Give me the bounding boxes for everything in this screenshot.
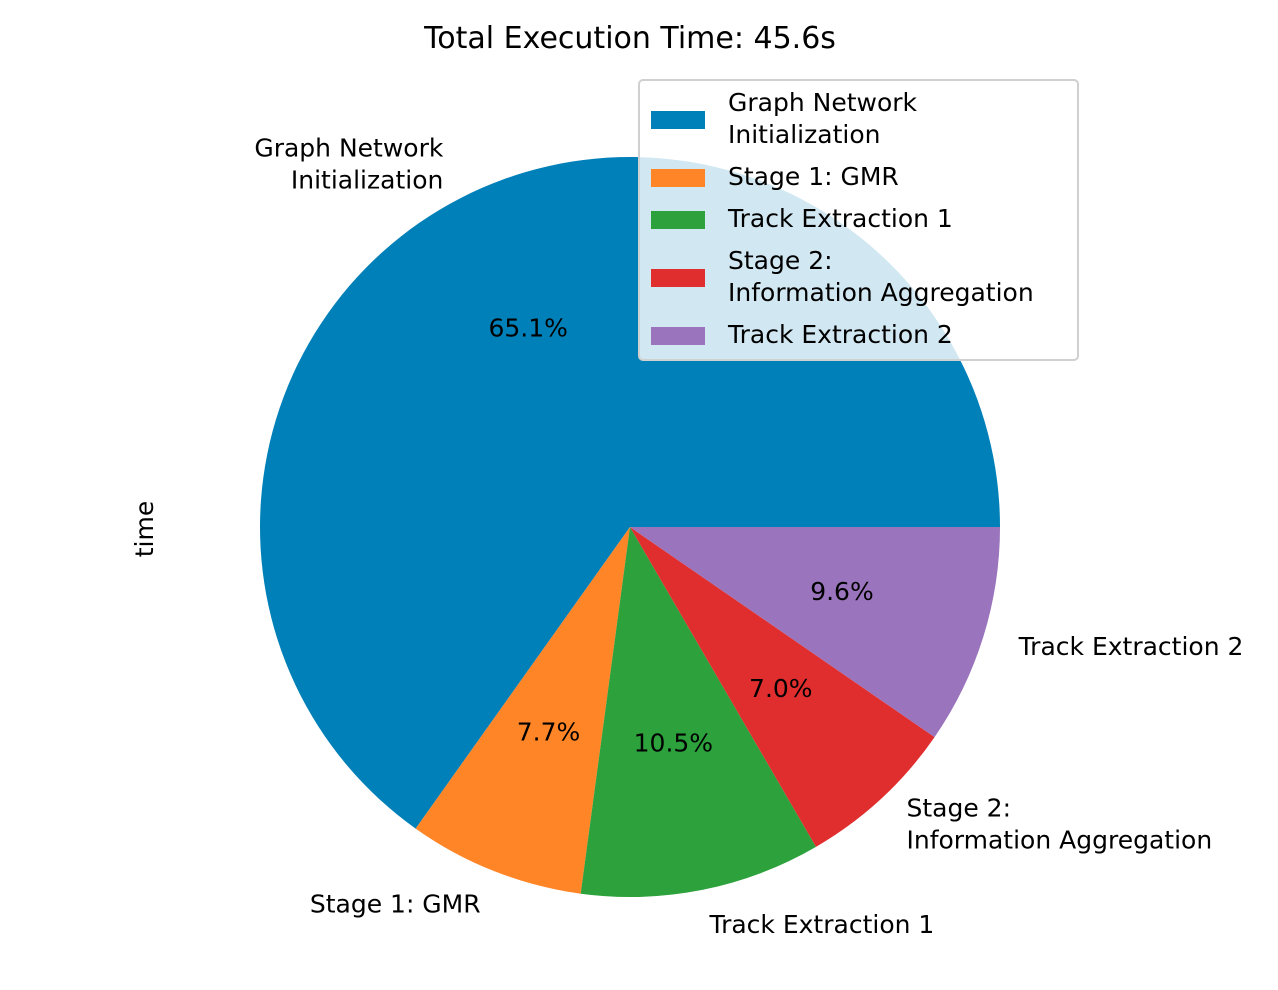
legend-swatch-graph-network-initialization — [651, 111, 705, 129]
slice-label-track-extraction-1: Track Extraction 1 — [708, 910, 934, 939]
legend-swatch-stage-2-information-aggregation — [651, 269, 705, 287]
slice-label-track-extraction-2: Track Extraction 2 — [1018, 632, 1244, 661]
pie-slice-track-extraction-2 — [630, 527, 1000, 738]
legend-frame — [638, 79, 1079, 361]
y-axis-label: time — [130, 501, 159, 557]
legend-swatch-track-extraction-2 — [651, 327, 705, 345]
legend-label-track-extraction-2: Track Extraction 2 — [727, 320, 953, 349]
slice-label-stage-1-gmr: Stage 1: GMR — [310, 890, 481, 919]
legend-swatch-stage-1-gmr — [651, 169, 705, 187]
pie-slice-stage-1-gmr — [415, 527, 630, 894]
legend-label-graph-network-initialization: Graph Network Initialization — [728, 88, 918, 149]
slice-label-graph-network-initialization: Graph Network Initialization — [254, 133, 444, 194]
legend-swatch-track-extraction-1 — [651, 211, 705, 229]
legend-label-stage-1-gmr: Stage 1: GMR — [728, 162, 899, 191]
pie-slice-labels: Graph Network Initialization Stage 1: GMR T… — [254, 133, 1243, 939]
slice-label-stage-2-information-aggregation: Stage 2: Information Aggregation — [906, 794, 1212, 855]
slice-percent-stage-2-information-aggregation: 7.0% — [749, 674, 813, 703]
slice-percent-graph-network-initialization: 65.1% — [488, 314, 567, 343]
pie-slice-track-extraction-1 — [580, 527, 817, 898]
pie-percent-labels: 65.1% 7.7% 10.5% 7.0% 9.6% — [488, 314, 873, 758]
slice-percent-stage-1-gmr: 7.7% — [517, 718, 581, 747]
legend: Graph Network Initialization Stage 1: GMR T… — [638, 79, 1079, 361]
slice-percent-track-extraction-2: 9.6% — [810, 577, 874, 606]
legend-label-stage-2-information-aggregation: Stage 2: Information Aggregation — [728, 246, 1034, 307]
legend-label-track-extraction-1: Track Extraction 1 — [727, 204, 953, 233]
slice-percent-track-extraction-1: 10.5% — [634, 729, 713, 758]
pie-slice-stage-2-information-aggregation — [630, 527, 935, 847]
chart-title: Total Execution Time: 45.6s — [423, 21, 836, 56]
